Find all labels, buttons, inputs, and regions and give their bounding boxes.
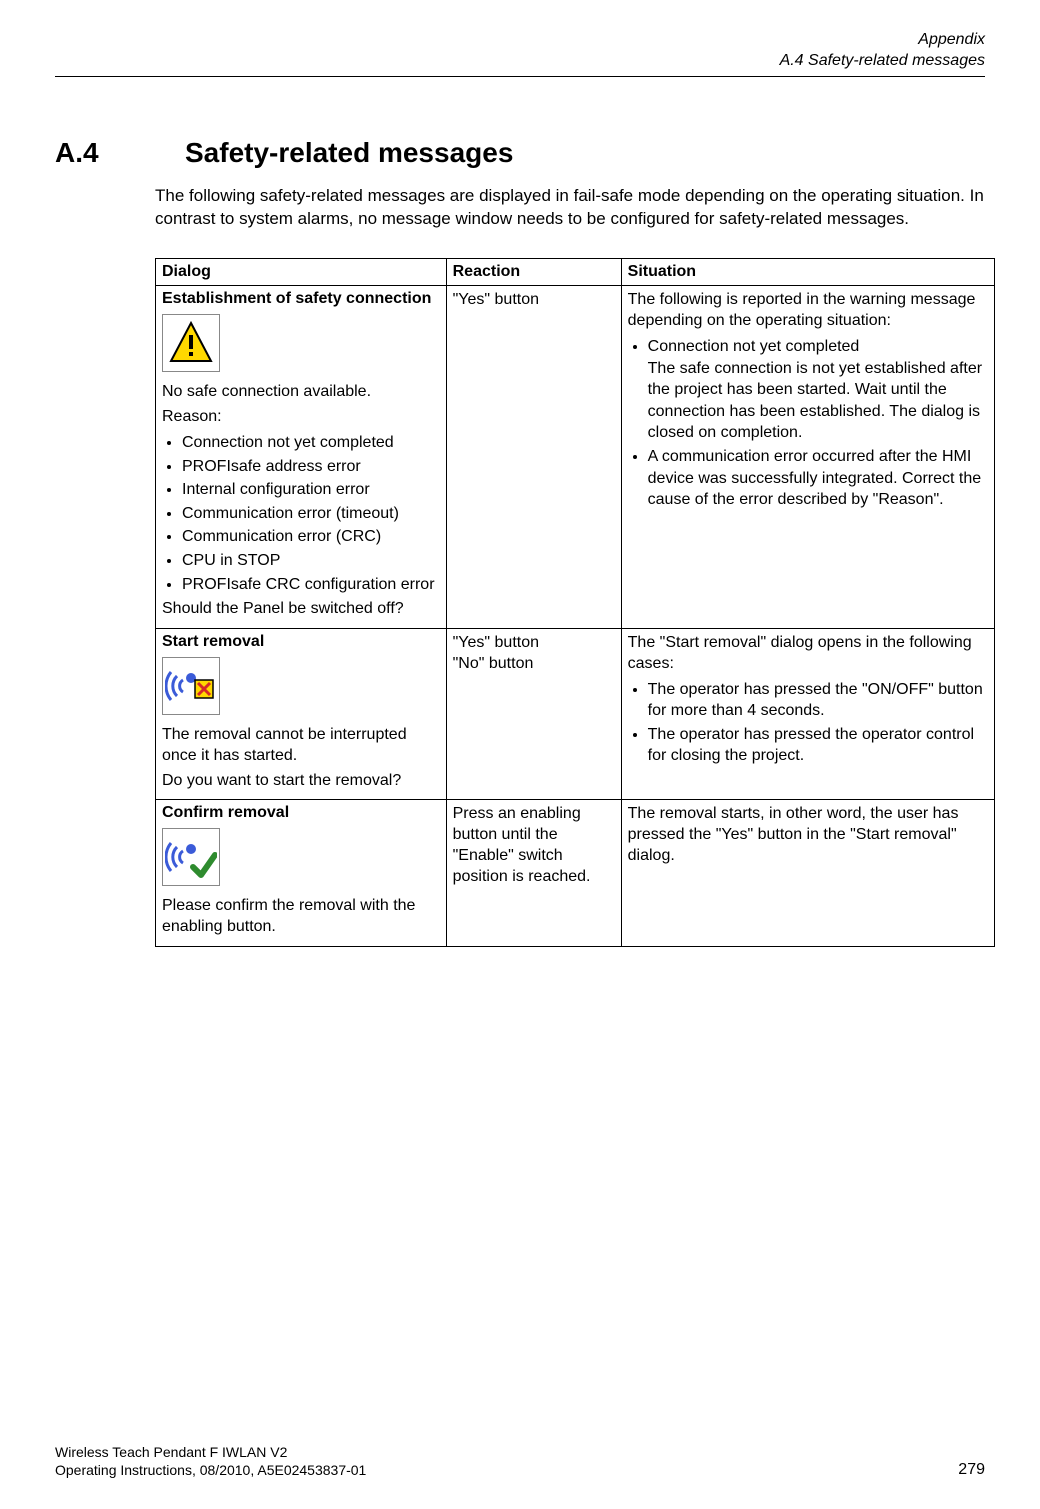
dialog-title: Establishment of safety connection — [162, 290, 440, 308]
column-dialog: Dialog — [156, 259, 447, 286]
messages-table: Dialog Reaction Situation Establishment … — [155, 258, 995, 947]
cell-situation: The following is reported in the warning… — [621, 286, 994, 629]
situation-text: The removal starts, in other word, the u… — [628, 804, 988, 866]
cell-dialog: Start removal The removal cannot be i — [156, 629, 447, 800]
list-item: PROFIsafe address error — [182, 456, 440, 478]
reaction-text: "Yes" button "No" button — [453, 634, 539, 672]
table-row: Start removal The removal cannot be i — [156, 629, 995, 800]
signal-check-icon — [162, 828, 220, 886]
list-item: Connection not yet completed — [182, 432, 440, 454]
situation-list: Connection not yet completed The safe co… — [628, 336, 988, 511]
section-heading: A.4Safety-related messages — [55, 137, 985, 169]
cell-situation: The "Start removal" dialog opens in the … — [621, 629, 994, 800]
list-item: Internal configuration error — [182, 479, 440, 501]
situation-list: The operator has pressed the "ON/OFF" bu… — [628, 679, 988, 767]
dialog-text: The removal cannot be interrupted once i… — [162, 725, 440, 767]
list-item: A communication error occurred after the… — [648, 446, 988, 511]
cell-dialog: Establishment of safety connection No sa… — [156, 286, 447, 629]
table-header-row: Dialog Reaction Situation — [156, 259, 995, 286]
page-footer: Wireless Teach Pendant F IWLAN V2 Operat… — [55, 1443, 985, 1479]
section-number: A.4 — [55, 137, 185, 169]
situation-text: The following is reported in the warning… — [628, 290, 988, 332]
list-item: Communication error (CRC) — [182, 526, 440, 548]
cell-reaction: "Yes" button — [446, 286, 621, 629]
page-content: Appendix A.4 Safety-related messages A.4… — [0, 0, 1040, 947]
situation-text: The "Start removal" dialog opens in the … — [628, 633, 988, 675]
column-reaction: Reaction — [446, 259, 621, 286]
dialog-text: No safe connection available. — [162, 382, 440, 403]
list-item: Communication error (timeout) — [182, 503, 440, 525]
footer-line1: Wireless Teach Pendant F IWLAN V2 — [55, 1443, 366, 1461]
dialog-reason-list: Connection not yet completed PROFIsafe a… — [162, 432, 440, 595]
table-row: Confirm removal Please confirm the remov… — [156, 800, 995, 947]
warning-triangle-icon — [162, 314, 220, 372]
column-situation: Situation — [621, 259, 994, 286]
footer-page-number: 279 — [958, 1461, 985, 1479]
signal-cancel-icon — [162, 657, 220, 715]
dialog-text: Should the Panel be switched off? — [162, 599, 440, 620]
dialog-title: Start removal — [162, 633, 440, 651]
cell-dialog: Confirm removal Please confirm the remov… — [156, 800, 447, 947]
dialog-text: Do you want to start the removal? — [162, 771, 440, 792]
reaction-text: Press an enabling button until the "Enab… — [453, 805, 591, 884]
footer-left: Wireless Teach Pendant F IWLAN V2 Operat… — [55, 1443, 366, 1479]
page-header: Appendix A.4 Safety-related messages — [55, 30, 985, 72]
list-item: PROFIsafe CRC configuration error — [182, 574, 440, 596]
cell-reaction: Press an enabling button until the "Enab… — [446, 800, 621, 947]
footer-line2: Operating Instructions, 08/2010, A5E0245… — [55, 1461, 366, 1479]
header-rule — [55, 76, 985, 77]
header-title: Appendix — [55, 30, 985, 51]
section-title: Safety-related messages — [185, 137, 513, 168]
list-item: CPU in STOP — [182, 550, 440, 572]
dialog-text: Reason: — [162, 407, 440, 428]
cell-situation: The removal starts, in other word, the u… — [621, 800, 994, 947]
reaction-text: "Yes" button — [453, 291, 539, 308]
header-sub: A.4 Safety-related messages — [55, 51, 985, 72]
table-row: Establishment of safety connection No sa… — [156, 286, 995, 629]
list-item: Connection not yet completed The safe co… — [648, 336, 988, 444]
cell-reaction: "Yes" button "No" button — [446, 629, 621, 800]
section-intro: The following safety-related messages ar… — [155, 185, 985, 231]
dialog-title: Confirm removal — [162, 804, 440, 822]
list-item: The operator has pressed the operator co… — [648, 724, 988, 767]
dialog-text: Please confirm the removal with the enab… — [162, 896, 440, 938]
list-item: The operator has pressed the "ON/OFF" bu… — [648, 679, 988, 722]
